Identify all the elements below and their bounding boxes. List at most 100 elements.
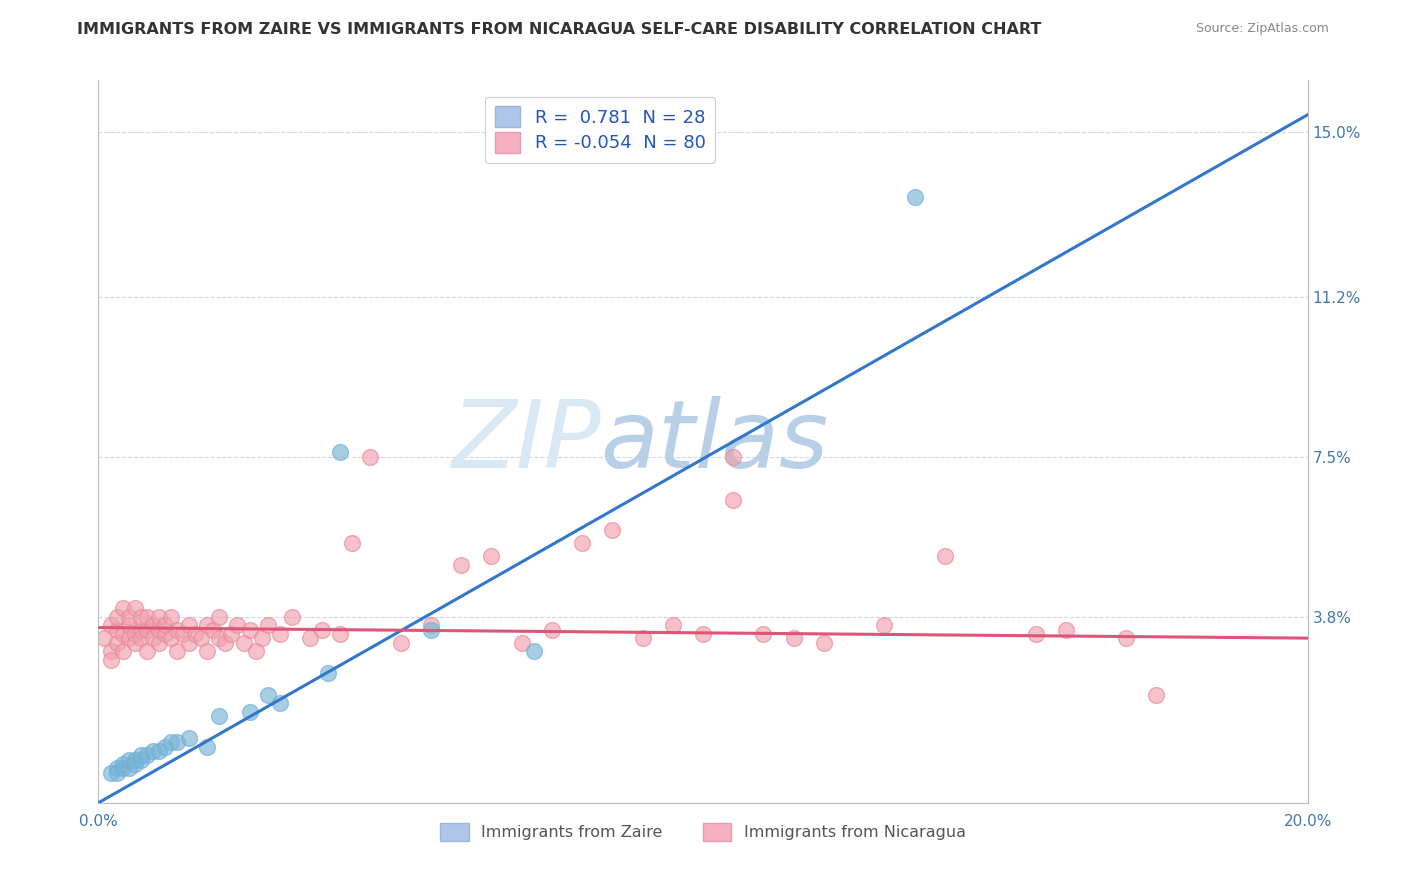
Point: [111, 761, 134, 775]
Point: [148, 609, 170, 624]
Point: [172, 627, 194, 641]
Text: Source: ZipAtlas.com: Source: ZipAtlas.com: [1195, 22, 1329, 36]
Point: [148, 623, 170, 637]
Point: [124, 756, 146, 771]
Point: [692, 627, 714, 641]
Point: [100, 618, 122, 632]
Point: [135, 644, 157, 658]
Point: [752, 627, 775, 641]
Point: [269, 696, 291, 710]
Point: [135, 748, 157, 763]
Point: [602, 523, 624, 537]
Point: [329, 445, 352, 459]
Point: [166, 644, 188, 658]
Point: [232, 636, 254, 650]
Point: [179, 731, 201, 745]
Point: [934, 549, 956, 564]
Point: [245, 644, 267, 658]
Point: [179, 636, 201, 650]
Point: [723, 450, 745, 464]
Point: [129, 752, 152, 766]
Point: [105, 761, 128, 775]
Point: [135, 609, 157, 624]
Point: [783, 632, 806, 646]
Point: [316, 665, 339, 680]
Point: [153, 627, 176, 641]
Point: [450, 558, 472, 572]
Point: [184, 627, 207, 641]
Point: [329, 627, 352, 641]
Point: [904, 190, 927, 204]
Point: [105, 609, 128, 624]
Point: [111, 627, 134, 641]
Point: [1115, 632, 1137, 646]
Point: [723, 492, 745, 507]
Point: [420, 623, 443, 637]
Point: [571, 536, 593, 550]
Point: [100, 653, 122, 667]
Point: [166, 735, 188, 749]
Point: [661, 618, 683, 632]
Point: [124, 627, 146, 641]
Point: [1054, 623, 1077, 637]
Point: [118, 632, 141, 646]
Point: [195, 739, 218, 754]
Point: [281, 609, 304, 624]
Legend: Immigrants from Zaire, Immigrants from Nicaragua: Immigrants from Zaire, Immigrants from N…: [432, 814, 974, 849]
Text: atlas: atlas: [600, 396, 828, 487]
Point: [250, 632, 273, 646]
Point: [153, 739, 176, 754]
Point: [389, 636, 412, 650]
Point: [269, 627, 291, 641]
Point: [179, 618, 201, 632]
Point: [148, 744, 170, 758]
Point: [118, 618, 141, 632]
Point: [256, 618, 278, 632]
Point: [481, 549, 503, 564]
Point: [420, 618, 443, 632]
Point: [540, 623, 562, 637]
Point: [256, 688, 278, 702]
Point: [202, 623, 225, 637]
Text: ZIP: ZIP: [450, 396, 600, 487]
Point: [342, 536, 364, 550]
Point: [105, 765, 128, 780]
Point: [221, 627, 243, 641]
Point: [100, 765, 122, 780]
Point: [510, 636, 533, 650]
Point: [1024, 627, 1046, 641]
Point: [124, 601, 146, 615]
Point: [129, 632, 152, 646]
Point: [105, 623, 128, 637]
Point: [166, 623, 188, 637]
Point: [195, 644, 218, 658]
Text: IMMIGRANTS FROM ZAIRE VS IMMIGRANTS FROM NICARAGUA SELF-CARE DISABILITY CORRELAT: IMMIGRANTS FROM ZAIRE VS IMMIGRANTS FROM…: [77, 22, 1042, 37]
Point: [100, 644, 122, 658]
Point: [124, 636, 146, 650]
Point: [239, 623, 262, 637]
Point: [523, 644, 546, 658]
Point: [360, 450, 382, 464]
Point: [1144, 688, 1167, 702]
Point: [93, 632, 115, 646]
Point: [813, 636, 835, 650]
Point: [873, 618, 896, 632]
Point: [118, 609, 141, 624]
Point: [111, 601, 134, 615]
Point: [311, 623, 333, 637]
Point: [160, 632, 183, 646]
Point: [129, 623, 152, 637]
Point: [153, 618, 176, 632]
Point: [195, 618, 218, 632]
Point: [142, 618, 165, 632]
Point: [135, 623, 157, 637]
Point: [142, 632, 165, 646]
Point: [111, 756, 134, 771]
Point: [111, 644, 134, 658]
Point: [124, 752, 146, 766]
Point: [160, 735, 183, 749]
Point: [148, 636, 170, 650]
Point: [129, 609, 152, 624]
Point: [299, 632, 322, 646]
Point: [190, 632, 212, 646]
